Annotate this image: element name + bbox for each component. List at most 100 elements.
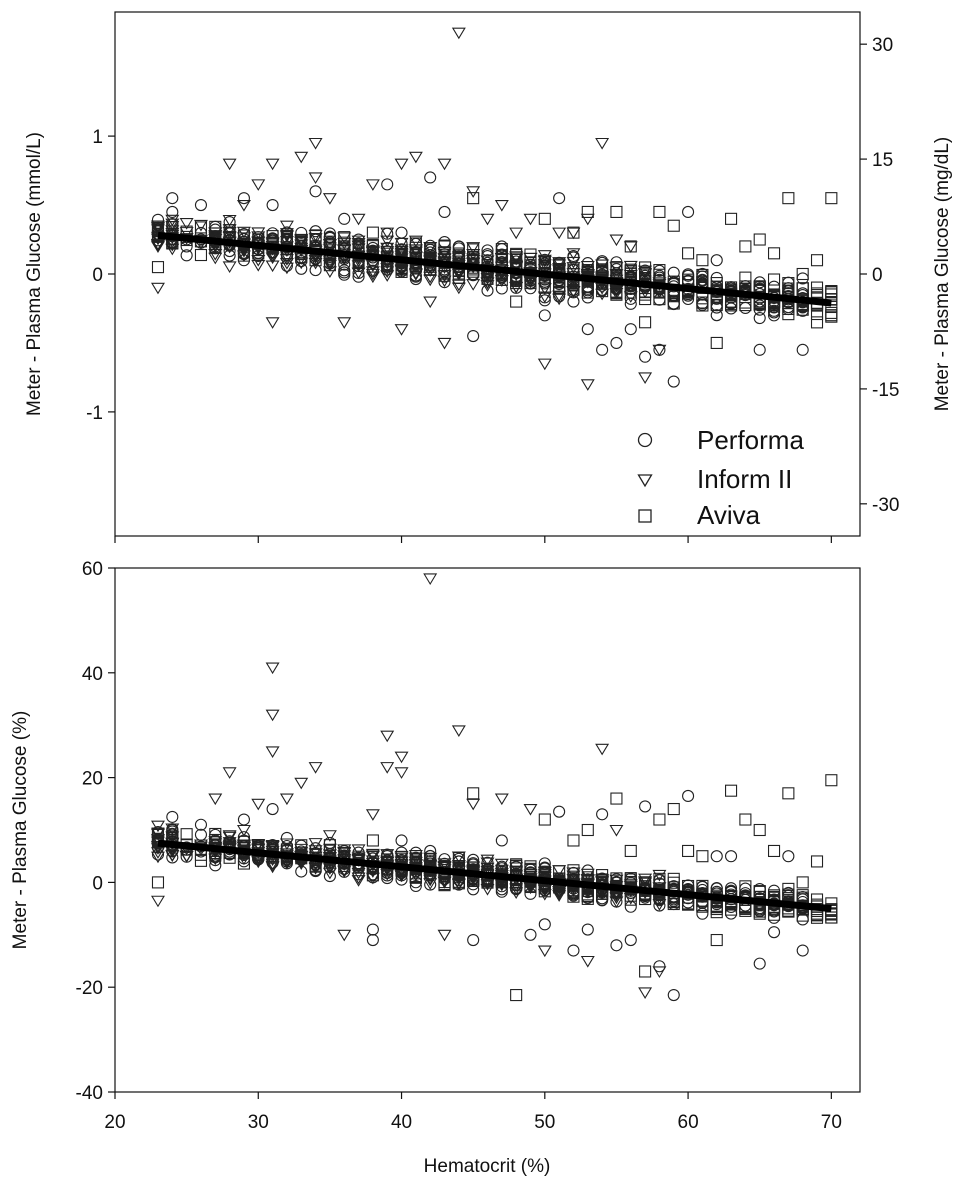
inform-ii-point [638,987,653,1000]
inform-ii-point [394,751,409,764]
inform-ii-point [151,224,165,236]
inform-ii-point [365,266,380,278]
performa-point [567,944,580,957]
x-tick-label: 20 [104,1112,125,1133]
aviva-point [495,249,508,262]
inform-ii-point [380,849,395,861]
performa-point [682,292,695,306]
aviva-point [696,296,709,309]
aviva-point [725,212,738,225]
aviva-point [782,308,795,321]
aviva-point [825,309,838,322]
aviva-point [280,232,293,245]
inform-ii-point [509,282,524,294]
inform-ii-point [480,255,495,268]
performa-point [696,907,709,920]
inform-ii-point [652,344,667,357]
legend-performa-marker [637,432,653,448]
aviva-point [524,277,537,290]
performa-point [166,192,179,205]
bottom-y-axis-title: Meter - Plasma Glucose (%) [10,711,31,950]
aviva-point [639,316,652,329]
aviva-point [366,834,379,847]
x-tick-label: 30 [248,1112,269,1133]
inform-ii-point [466,798,481,811]
bottom-y-axis: -40 -20 0 20 40 60 [76,559,115,1104]
aviva-point [696,254,709,267]
aviva-point [481,272,494,285]
performa-point [796,944,809,957]
inform-ii-point [337,844,352,856]
inform-ii-point [365,809,380,821]
aviva-point [366,869,379,882]
inform-ii-point [179,227,194,239]
aviva-point [452,247,465,260]
aviva-point [295,234,308,247]
performa-point [639,800,652,813]
bottom-x-axis: 20 30 40 50 60 70 [104,1092,842,1133]
inform-ii-point [494,793,509,806]
inform-ii-point [380,762,395,774]
inform-ii-point [279,220,294,233]
aviva-point [610,286,623,299]
bottom-regression-line [157,839,832,913]
y-right-tick-label: -30 [872,495,899,516]
aviva-point [753,280,766,293]
inform-ii-point [451,879,466,891]
inform-ii-point [251,179,266,191]
aviva-point [667,876,680,889]
performa-point [338,268,351,281]
aviva-point [767,844,781,858]
performa-point [266,199,279,212]
aviva-point [237,249,250,262]
inform-ii-point [165,225,180,237]
aviva-point [767,273,781,286]
performa-point [323,227,336,240]
performa-point [438,235,451,249]
aviva-point [796,909,809,922]
inform-ii-point [322,242,337,255]
inform-ii-point [580,213,595,226]
performa-point [553,192,566,205]
inform-ii-point [322,830,337,842]
legend: Performa Inform II Aviva [637,425,804,530]
aviva-point [696,268,709,281]
aviva-point [309,229,322,242]
aviva-point [639,965,652,978]
inform-ii-point [337,929,352,942]
performa-point [495,282,508,295]
performa-point [194,818,208,831]
performa-point [209,859,222,872]
aviva-point [710,933,723,947]
inform-ii-point [408,235,423,248]
aviva-point [295,839,308,852]
inform-ii-point [623,260,638,273]
y-tick-label: -40 [76,1083,103,1104]
aviva-point [767,300,781,313]
top-panel: -1 0 1 -30 -15 0 15 30 Meter - Plasma Glucose … [24,11,953,543]
performa-point [366,933,379,947]
inform-ii-point [294,777,309,790]
aviva-point [596,285,609,298]
inform-ii-point [523,803,538,816]
performa-point [151,848,165,861]
inform-ii-point [208,248,223,261]
inform-ii-point [251,259,266,272]
inform-ii-point [322,193,337,205]
inform-ii-point [151,239,165,252]
inform-ii-point [151,851,165,864]
aviva-point [739,240,752,253]
y-right-tick-label: -15 [872,380,899,401]
inform-ii-point [523,213,538,226]
inform-ii-point [265,317,280,329]
performa-point [653,293,666,306]
inform-ii-point [365,246,380,259]
performa-point [524,928,537,941]
inform-ii-point [365,848,380,861]
aviva-point [710,336,723,349]
inform-ii-point [308,838,323,850]
aviva-point [581,889,594,903]
aviva-point [495,243,508,256]
aviva-point [553,258,566,271]
inform-ii-point [394,767,409,779]
